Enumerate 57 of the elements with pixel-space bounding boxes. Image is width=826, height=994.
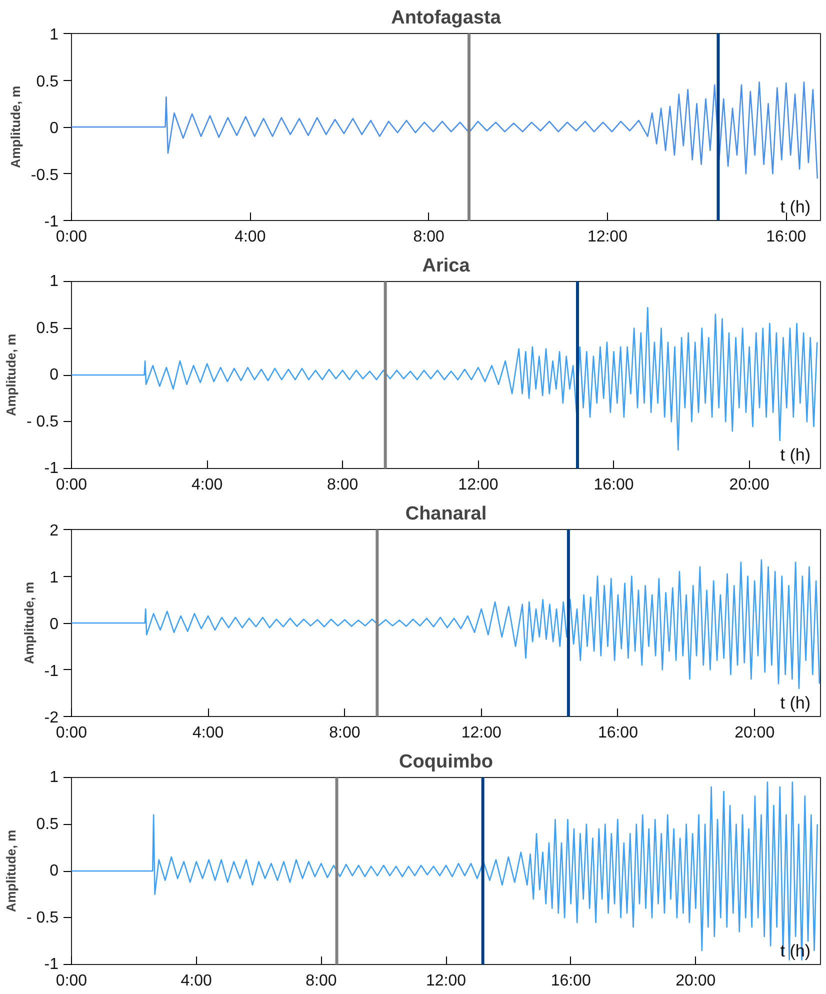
x-tick-label: 20:00 bbox=[729, 476, 770, 494]
chart-title: Arica bbox=[422, 256, 470, 276]
y-tick-label: -0.5 bbox=[30, 166, 59, 184]
x-tick-label: 12:00 bbox=[458, 476, 498, 494]
x-tick-label: 0:00 bbox=[56, 228, 88, 246]
x-axis-title: t (h) bbox=[780, 446, 811, 464]
x-tick-label: 4:00 bbox=[192, 724, 224, 742]
y-axis-title: Amplitude, m bbox=[8, 86, 23, 168]
y-tick-label: 0 bbox=[50, 616, 59, 633]
y-tick-label: 2 bbox=[50, 522, 59, 540]
x-tick-label: 8:00 bbox=[306, 972, 337, 990]
y-axis-title: Amplitude, m bbox=[3, 830, 18, 912]
y-tick-label: -1 bbox=[44, 956, 59, 973]
x-tick-label: 20:00 bbox=[734, 724, 775, 742]
y-tick-label: -2 bbox=[44, 710, 59, 726]
x-tick-label: 12:00 bbox=[426, 972, 466, 990]
x-tick-label: 8:00 bbox=[329, 724, 360, 742]
chart-title: Coquimbo bbox=[399, 752, 493, 772]
x-tick-label: 0:00 bbox=[56, 972, 88, 990]
y-tick-label: 1 bbox=[50, 569, 59, 586]
y-tick-label: 0.5 bbox=[36, 73, 59, 90]
x-tick-label: 16:00 bbox=[766, 228, 806, 246]
x-axis-title: t (h) bbox=[780, 694, 811, 712]
y-axis-title: Amplitude, m bbox=[21, 582, 36, 664]
line-series bbox=[72, 559, 820, 690]
y-tick-label: - 0.5 bbox=[26, 413, 59, 430]
x-tick-label: 12:00 bbox=[461, 724, 502, 742]
y-tick-label: 0 bbox=[50, 120, 59, 137]
y-tick-label: 0 bbox=[50, 862, 59, 880]
x-tick-label: 4:00 bbox=[180, 972, 212, 990]
y-tick-label: 1 bbox=[50, 26, 59, 44]
y-tick-label: 1 bbox=[50, 273, 59, 290]
x-tick-label: 0:00 bbox=[56, 476, 88, 494]
x-tick-label: 0:00 bbox=[56, 724, 88, 742]
chart-title: Chanaral bbox=[405, 504, 487, 524]
y-tick-label: 0.5 bbox=[36, 816, 59, 833]
x-tick-label: 4:00 bbox=[191, 476, 223, 494]
x-tick-label: 4:00 bbox=[234, 228, 266, 246]
y-tick-label: 0.5 bbox=[36, 320, 59, 337]
x-tick-label: 16:00 bbox=[550, 972, 591, 990]
x-tick-label: 12:00 bbox=[587, 228, 628, 246]
chart-title: Antofagasta bbox=[391, 8, 502, 28]
y-tick-label: -1 bbox=[44, 460, 59, 477]
y-tick-label: 0 bbox=[50, 366, 59, 384]
x-tick-label: 16:00 bbox=[594, 476, 634, 494]
y-tick-label: -1 bbox=[44, 214, 59, 230]
line-series bbox=[72, 81, 818, 180]
y-tick-label: - 0.5 bbox=[26, 909, 59, 926]
x-tick-label: 20:00 bbox=[676, 972, 716, 990]
y-tick-label: 1 bbox=[50, 769, 59, 786]
y-tick-label: -1 bbox=[44, 662, 59, 680]
x-axis-title: t (h) bbox=[780, 198, 811, 216]
line-series bbox=[72, 782, 818, 960]
y-axis-title: Amplitude, m bbox=[3, 334, 18, 416]
x-tick-label: 8:00 bbox=[413, 228, 444, 246]
x-tick-label: 8:00 bbox=[327, 476, 358, 494]
x-tick-label: 16:00 bbox=[598, 724, 638, 742]
